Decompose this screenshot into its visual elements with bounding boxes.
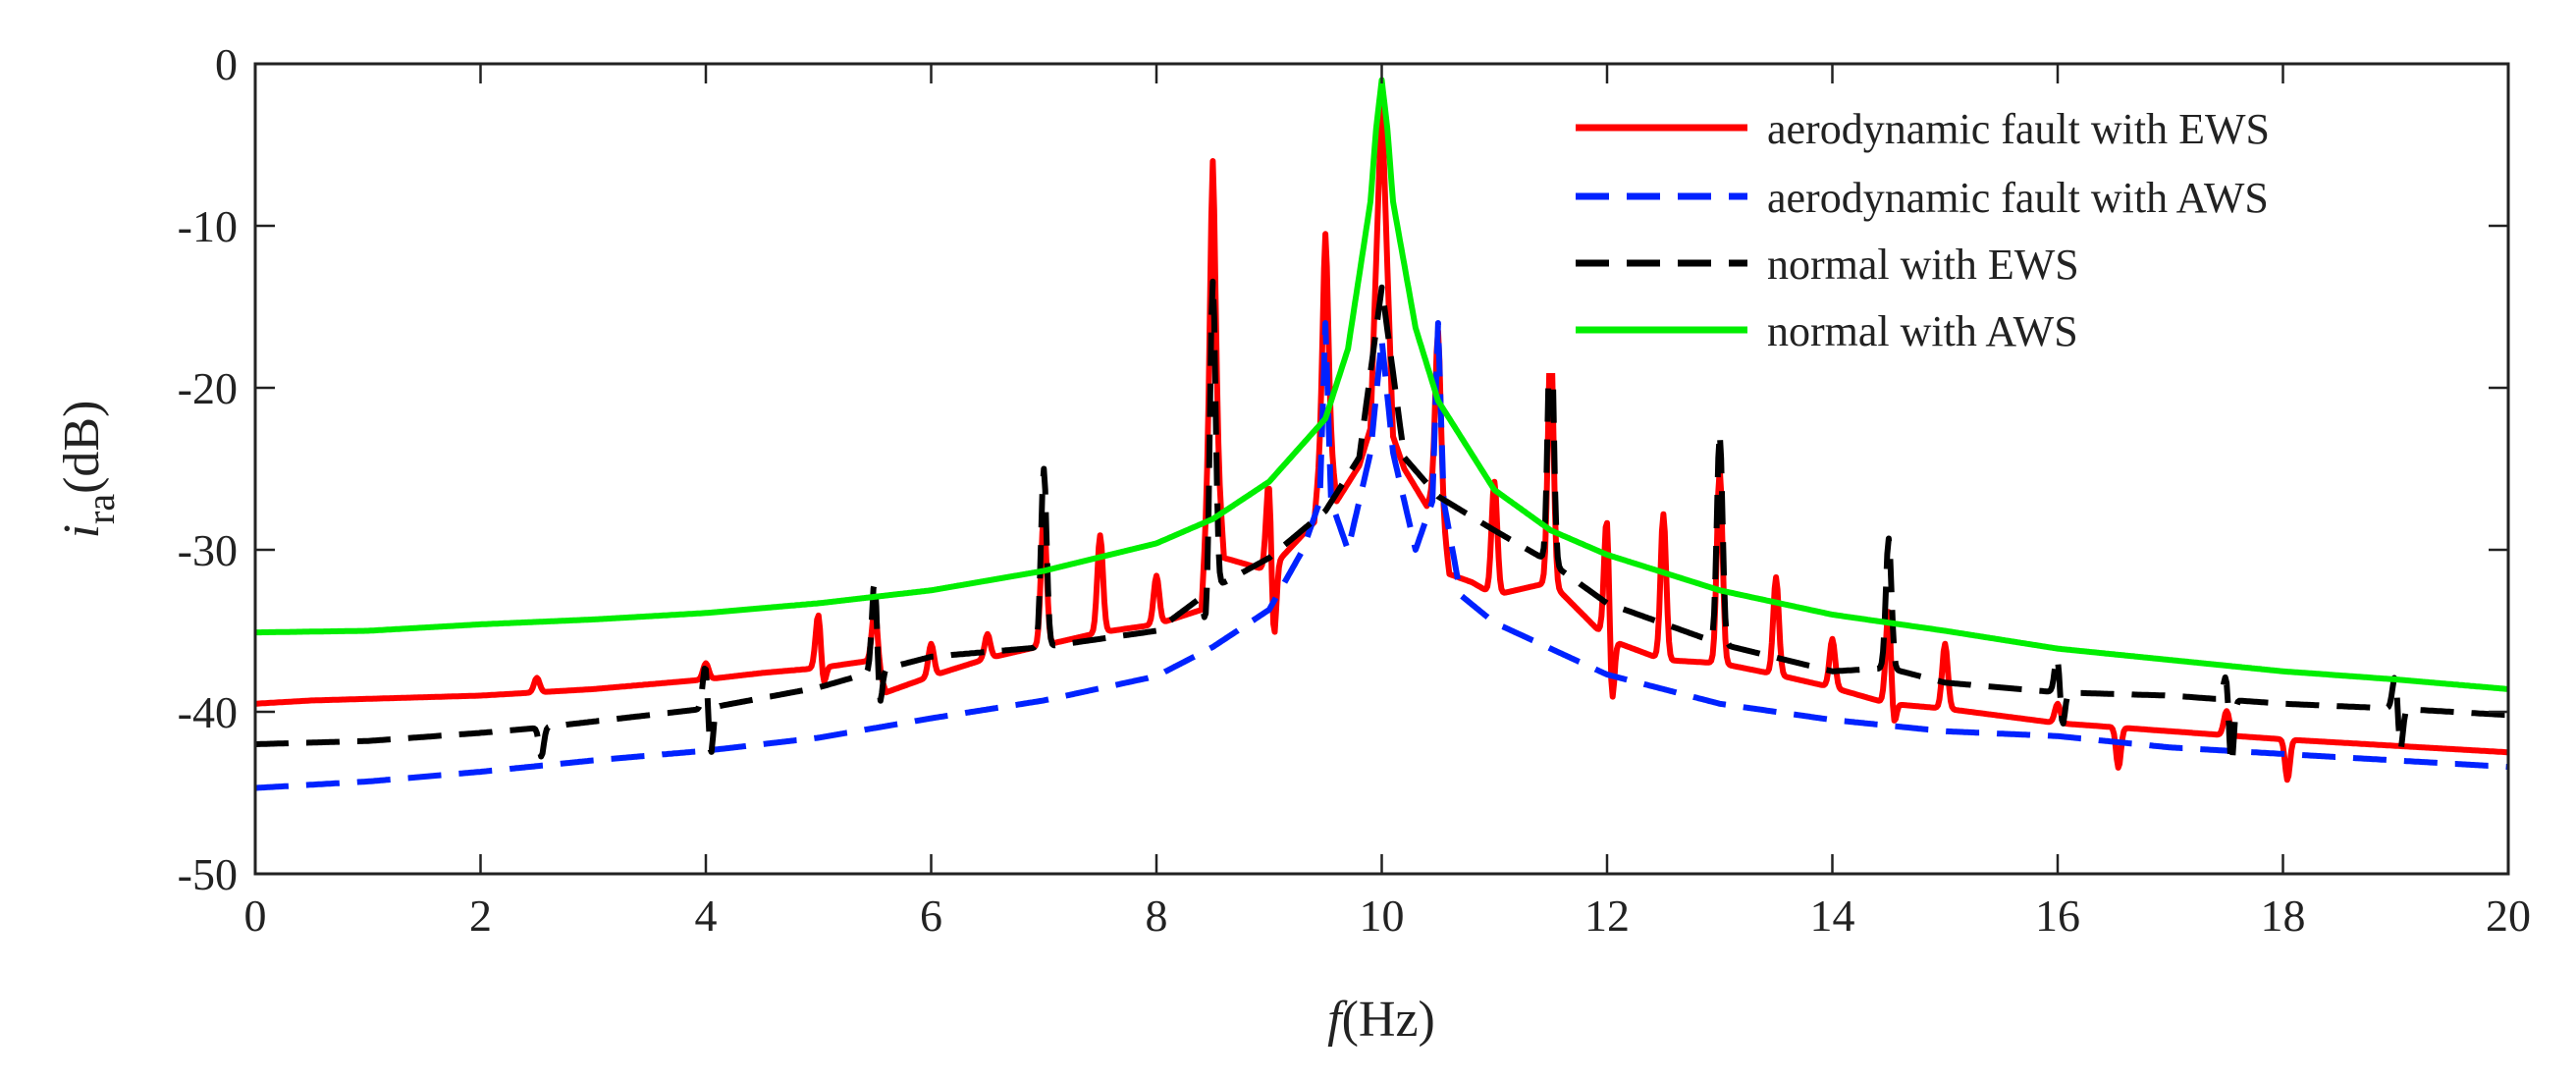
series-line-2 <box>255 278 2508 767</box>
x-axis-label: f(Hz) <box>1327 992 1435 1048</box>
x-tick-label: 2 <box>469 891 492 941</box>
y-tick-label: -20 <box>178 363 238 413</box>
x-tick-label: 20 <box>2486 891 2531 941</box>
series-line-1 <box>255 320 2508 791</box>
y-axis-label-var: i <box>54 524 110 538</box>
x-tick-label: 10 <box>1360 891 1405 941</box>
y-axis-label: ira(dB) <box>54 401 123 539</box>
x-tick-label: 0 <box>244 891 267 941</box>
y-tick-label: -50 <box>178 849 238 899</box>
y-axis-label-sub: ra <box>79 494 123 524</box>
x-tick-label: 4 <box>695 891 718 941</box>
y-tick-label: -10 <box>178 201 238 251</box>
legend-label-1: aerodynamic fault with AWS <box>1767 174 2269 222</box>
x-tick-label: 16 <box>2035 891 2080 941</box>
x-tick-label: 8 <box>1146 891 1168 941</box>
x-tick-label: 18 <box>2261 891 2306 941</box>
x-axis-label-unit: (Hz) <box>1342 992 1435 1048</box>
ticks-group: 0 2 4 6 8 10 12 14 16 18 20 0 -10 -20 -30 -40 -50 <box>178 39 2531 941</box>
legend-label-2: normal with EWS <box>1767 241 2079 289</box>
legend: aerodynamic fault with EWS aerodynamic f… <box>1541 88 2484 373</box>
x-tick-label: 14 <box>1810 891 1855 941</box>
svg-text:ira(dB): ira(dB) <box>54 401 123 539</box>
legend-label-0: aerodynamic fault with EWS <box>1767 105 2270 153</box>
x-tick-label: 12 <box>1584 891 1630 941</box>
x-tick-label: 6 <box>920 891 942 941</box>
y-tick-label: -30 <box>178 525 238 575</box>
y-tick-label: 0 <box>215 39 238 89</box>
y-tick-label: -40 <box>178 687 238 737</box>
legend-box <box>1541 88 2484 373</box>
y-axis-label-unit: (dB) <box>54 401 110 494</box>
legend-label-3: normal with AWS <box>1767 307 2078 355</box>
